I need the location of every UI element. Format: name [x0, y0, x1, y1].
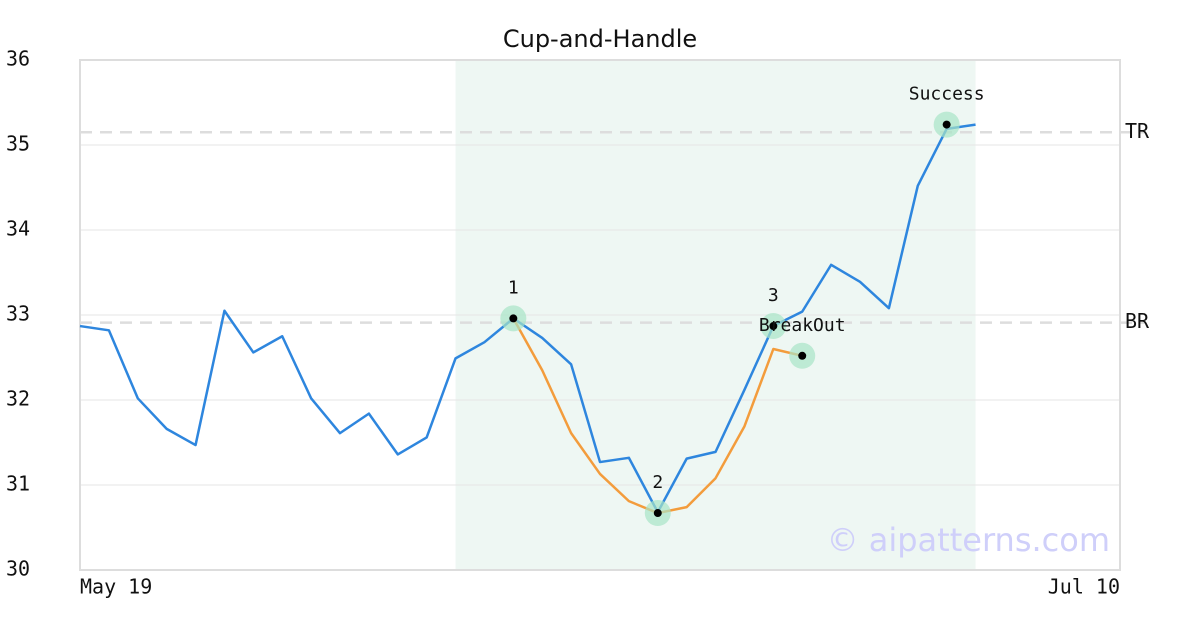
point-label: 1 — [508, 277, 519, 298]
y-tick-label: 30 — [6, 557, 30, 581]
point-dot — [798, 351, 807, 360]
y-tick-label: 32 — [6, 387, 30, 411]
plot-border — [79, 59, 1121, 571]
y-tick-label: 33 — [6, 302, 30, 326]
point-label: 2 — [652, 472, 663, 493]
point-label: BreakOut — [759, 315, 846, 336]
series-line — [79, 123, 976, 514]
point-dot — [653, 509, 662, 518]
y-tick-label: 36 — [6, 47, 30, 71]
point-dot — [509, 314, 518, 323]
point-dot — [769, 322, 778, 331]
chart-title: Cup-and-Handle — [503, 25, 697, 53]
level-label: BR — [1125, 309, 1150, 333]
y-tick-label: 34 — [6, 217, 30, 241]
y-tick-label: 35 — [6, 132, 30, 156]
x-tick-label: Jul 10 — [1048, 575, 1120, 599]
y-tick-label: 31 — [6, 472, 30, 496]
point-label: 3 — [768, 285, 779, 306]
point-label: Success — [909, 84, 985, 105]
x-tick-label: May 19 — [80, 575, 152, 599]
watermark: © aipatterns.com — [827, 521, 1110, 559]
point-dot — [942, 120, 951, 129]
level-label: TR — [1125, 119, 1150, 143]
